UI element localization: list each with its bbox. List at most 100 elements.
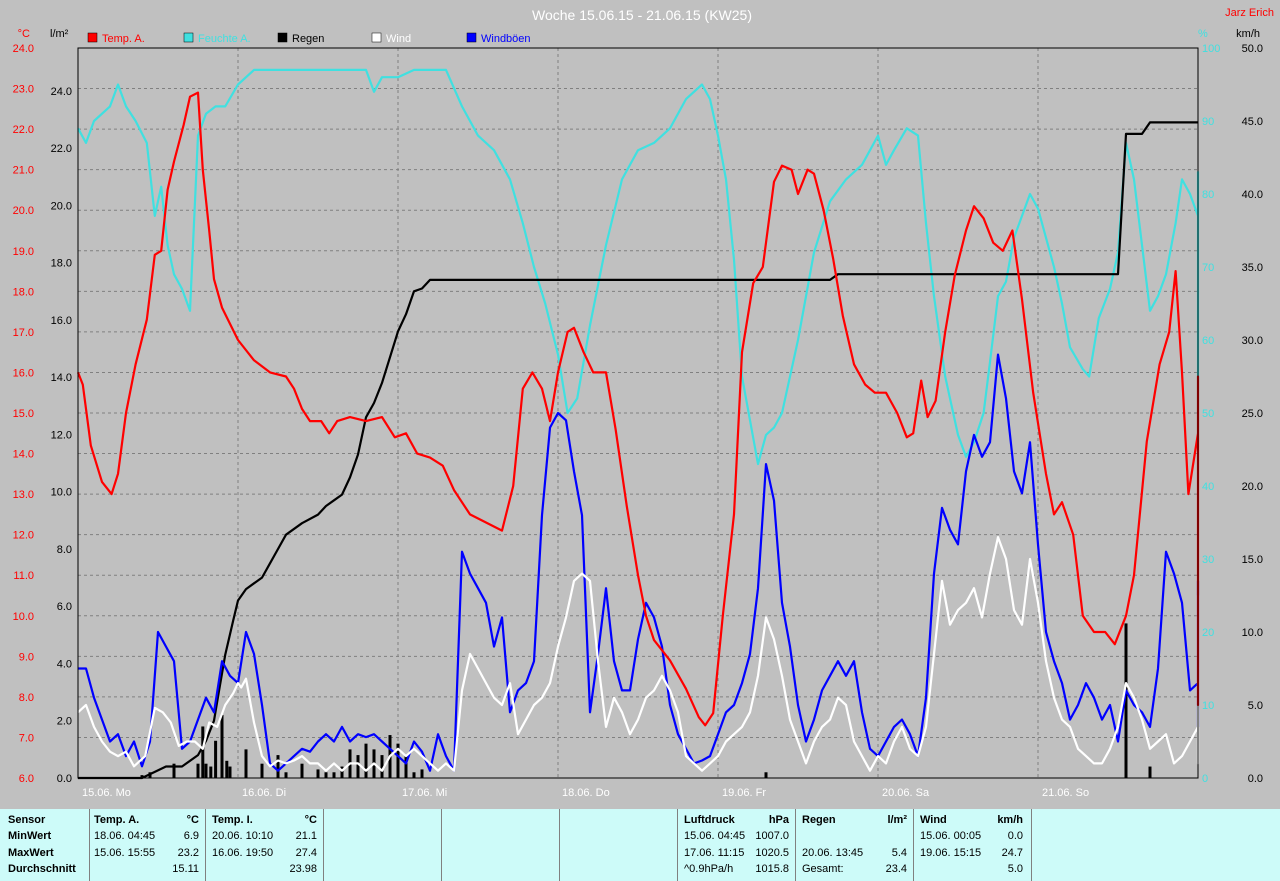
rain-title: Regen <box>802 814 836 826</box>
wind-tick-label: 20.0 <box>1242 481 1263 493</box>
wind-tick-label: 5.0 <box>1248 700 1263 712</box>
humidity-tick-label: 100 <box>1202 43 1220 55</box>
x-tick-label: 21.06. So <box>1042 787 1089 799</box>
temp-tick-label: 9.0 <box>19 651 34 663</box>
temp-tick-label: 16.0 <box>13 367 34 379</box>
rain-tick-label: 2.0 <box>57 716 72 728</box>
label-sensor: Sensor <box>8 814 46 826</box>
summary-labels: Sensor MinWert MaxWert Durchschnitt <box>0 809 90 881</box>
humidity-tick-label: 40 <box>1202 481 1214 493</box>
rain-bar <box>356 755 360 778</box>
legend-swatch <box>466 32 477 43</box>
rain-bar <box>260 763 264 778</box>
series-feuchte-a- <box>77 68 1200 466</box>
rain-bar <box>412 772 416 778</box>
temp-tick-label: 10.0 <box>13 611 34 623</box>
temp-tick-label: 13.0 <box>13 489 34 501</box>
pressure-min-time: 15.06. 04:45 <box>684 830 746 842</box>
legend-label: Temp. A. <box>102 33 145 45</box>
rain-bar <box>1148 766 1152 778</box>
chart-legend: Temp. A. Feuchte A. Regen Wind Windböen <box>87 32 531 45</box>
temp-tick-label: 22.0 <box>13 124 34 136</box>
wind-max-time: 19.06. 15:15 <box>920 847 982 859</box>
plot-frame <box>77 47 1199 779</box>
temp-tick-label: 8.0 <box>19 692 34 704</box>
wind-tick-label: 15.0 <box>1242 554 1263 566</box>
temp-tick-label: 12.0 <box>13 530 34 542</box>
weather-chart: 24.0 23.0 22.0 21.0 20.0 19.0 18.0 17.0 16.0 15.0… <box>12 7 1274 799</box>
humidity-tick-label: 70 <box>1202 262 1214 274</box>
humidity-unit-label: % <box>1198 28 1208 40</box>
legend-label: Windböen <box>481 33 531 45</box>
rain-bar <box>364 743 368 778</box>
wind-tick-label: 25.0 <box>1242 408 1263 420</box>
pressure-min-val: 1007.0 <box>755 830 789 842</box>
temp-a-avg: 15.11 <box>172 863 199 875</box>
rain-bar <box>244 749 248 778</box>
rain-bar <box>220 715 224 778</box>
rain-unit: l/m² <box>887 814 907 826</box>
summary-empty-1 <box>324 809 442 881</box>
summary-empty-3 <box>560 809 678 881</box>
temp-tick-label: 19.0 <box>13 246 34 258</box>
temp-i-min-val: 21.1 <box>295 830 317 842</box>
rain-tick-label: 18.0 <box>51 258 72 270</box>
temp-i-avg: 23.98 <box>289 863 317 875</box>
pressure-avg-label: ^0.9hPa/h <box>684 863 734 875</box>
rain-bar <box>764 772 768 778</box>
wind-tick-label: 0.0 <box>1248 773 1263 785</box>
humidity-tick-label: 90 <box>1202 116 1214 128</box>
series-wind <box>77 535 1200 772</box>
temp-a-unit: °C <box>186 814 199 826</box>
temp-tick-label: 15.0 <box>13 408 34 420</box>
rain-tick-label: 4.0 <box>57 658 72 670</box>
rain-total: 23.4 <box>885 863 907 875</box>
x-tick-label: 15.06. Mo <box>82 787 131 799</box>
rain-tick-label: 24.0 <box>51 86 72 98</box>
rain-tick-label: 0.0 <box>57 773 72 785</box>
chart-author: Jarz Erich <box>1225 7 1274 19</box>
x-tick-label: 18.06. Do <box>562 787 610 799</box>
wind-unit-label: km/h <box>1236 28 1260 40</box>
summary-pressure: Luftdruck hPa 15.06. 04:45 1007.0 17.06.… <box>678 809 796 881</box>
rain-bar <box>225 760 229 778</box>
temp-i-max-val: 27.4 <box>295 847 317 859</box>
rain-tick-label: 10.0 <box>51 487 72 499</box>
legend-label: Feuchte A. <box>198 33 251 45</box>
rain-bar <box>284 772 288 778</box>
rain-tick-label: 20.0 <box>51 200 72 212</box>
rain-unit-label: l/m² <box>50 28 69 40</box>
wind-min-val: 0.0 <box>1007 830 1023 842</box>
rain-bar <box>340 766 344 778</box>
wind-max-val: 24.7 <box>1001 847 1023 859</box>
legend-swatch <box>277 32 288 43</box>
x-tick-label: 19.06. Fr <box>722 787 766 799</box>
chart-lines <box>76 68 1200 780</box>
rain-bar <box>316 769 320 778</box>
humidity-tick-label: 30 <box>1202 554 1214 566</box>
x-tick-label: 16.06. Di <box>242 787 286 799</box>
summary-temp-i: Temp. I. °C 20.06. 10:10 21.1 16.06. 19:… <box>206 809 324 881</box>
humidity-tick-label: 10 <box>1202 700 1214 712</box>
temp-tick-label: 6.0 <box>19 773 34 785</box>
rain-bar <box>204 763 208 778</box>
temp-a-min-val: 6.9 <box>183 830 199 842</box>
x-tick-label: 17.06. Mi <box>402 787 447 799</box>
rain-bar <box>172 763 176 778</box>
legend-swatch <box>371 32 382 43</box>
rain-tick-label: 22.0 <box>51 143 72 155</box>
chart-grid <box>78 48 1198 778</box>
temp-tick-label: 14.0 <box>13 449 34 461</box>
temp-a-min-time: 18.06. 04:45 <box>94 830 156 842</box>
wind-tick-label: 10.0 <box>1242 627 1263 639</box>
rain-bar <box>324 772 328 778</box>
pressure-unit: hPa <box>768 814 789 826</box>
rain-bar <box>214 740 218 778</box>
series-windböen <box>78 353 1200 772</box>
pressure-avg: 1015.8 <box>755 863 789 875</box>
humidity-tick-label: 50 <box>1202 408 1214 420</box>
legend-label: Regen <box>292 33 324 45</box>
temp-a-max-val: 23.2 <box>177 847 199 859</box>
rain-bar <box>332 772 336 778</box>
rain-bar <box>1124 623 1128 778</box>
